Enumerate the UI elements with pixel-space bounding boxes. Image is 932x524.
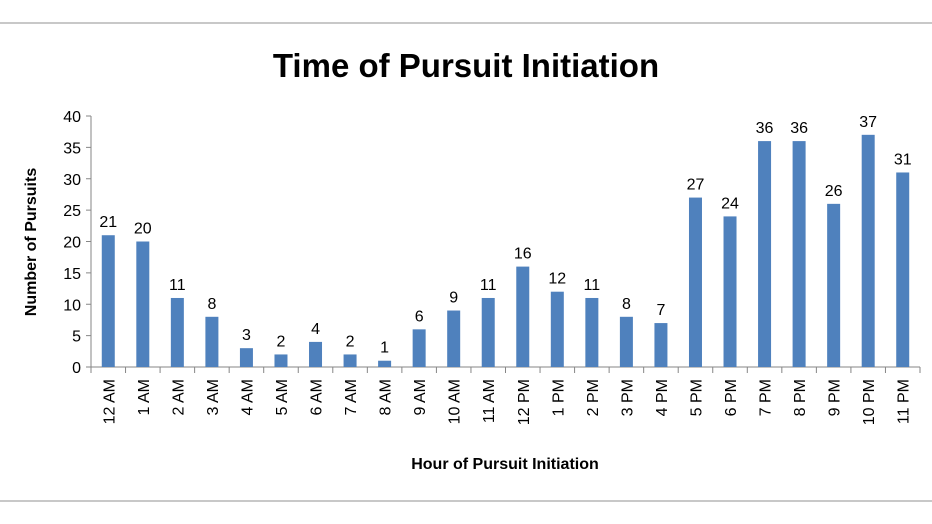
- x-tick-label: 10 PM: [861, 379, 878, 425]
- y-tick-label: 25: [63, 203, 81, 220]
- data-label: 16: [514, 246, 532, 263]
- y-axis-label: Number of Pursuits: [23, 168, 40, 317]
- bar: [861, 134, 875, 367]
- bar: [723, 216, 737, 367]
- y-tick-label: 30: [63, 172, 81, 189]
- x-tick-label: 3 PM: [619, 379, 636, 416]
- chart-title: Time of Pursuit Initiation: [273, 47, 659, 84]
- data-label: 11: [584, 277, 601, 294]
- bar: [378, 360, 392, 367]
- x-tick-labels: 12 AM 1 AM 2 AM 3 AM 4 AM 5 AM 6 AM 7 AM 8 AM 9 A…: [90, 367, 921, 425]
- data-label: 36: [756, 120, 774, 137]
- data-label: 37: [859, 114, 877, 131]
- data-label: 7: [656, 302, 665, 319]
- x-tick-label: 8 AM: [378, 379, 395, 415]
- bar: [343, 354, 357, 367]
- data-label: 6: [415, 308, 424, 325]
- bar: [239, 348, 253, 367]
- data-label: 11: [169, 277, 186, 294]
- bar: [309, 341, 323, 367]
- y-tick-label: 40: [63, 109, 81, 126]
- data-label: 2: [277, 333, 286, 350]
- x-tick-label: 7 AM: [343, 379, 360, 415]
- x-tick-label: 9 PM: [827, 379, 844, 416]
- x-tick-label: 11 PM: [896, 379, 913, 424]
- bar: [619, 316, 633, 367]
- x-tick-label: 6 PM: [723, 379, 740, 416]
- x-tick-label: 3 AM: [205, 379, 222, 415]
- data-label: 21: [99, 214, 117, 231]
- y-tick-label: 35: [63, 140, 81, 157]
- bar: [827, 203, 841, 367]
- x-tick-label: 7 PM: [758, 379, 775, 416]
- data-label: 8: [622, 296, 631, 313]
- x-tick-label: 12 PM: [516, 379, 533, 425]
- bar: [412, 329, 426, 367]
- y-tick-label: 5: [72, 329, 81, 346]
- bar: [170, 297, 184, 367]
- x-tick-label: 9 AM: [412, 379, 429, 415]
- data-label: 27: [687, 177, 705, 194]
- x-tick-label: 12 AM: [101, 379, 118, 424]
- bottom-divider: [0, 500, 932, 502]
- bar: [550, 291, 564, 367]
- data-label: 2: [346, 333, 355, 350]
- data-label: 26: [825, 183, 843, 200]
- bar: [447, 310, 461, 367]
- x-axis-label: Hour of Pursuit Initiation: [411, 456, 599, 473]
- bar: [758, 141, 772, 367]
- x-tick-label: 1 PM: [550, 379, 567, 416]
- data-label: 24: [721, 195, 739, 212]
- y-tick-label: 20: [63, 235, 81, 252]
- data-label: 4: [311, 321, 320, 338]
- data-label: 11: [480, 277, 497, 294]
- data-label: 36: [790, 120, 808, 137]
- y-ticks: 0 5 10 15 20 25 30 35 40: [63, 109, 91, 377]
- y-tick-label: 10: [63, 297, 81, 314]
- bar: [585, 297, 599, 367]
- bar: [896, 172, 910, 367]
- x-tick-label: 11 AM: [481, 379, 498, 423]
- bar: [516, 266, 530, 367]
- bar: [205, 316, 219, 367]
- x-tick-label: 4 PM: [654, 379, 671, 416]
- data-label: 20: [134, 221, 152, 238]
- top-divider: [0, 22, 932, 24]
- x-tick-label: 5 AM: [274, 379, 291, 415]
- bar: [688, 197, 702, 367]
- data-label: 8: [207, 296, 216, 313]
- data-label: 3: [242, 327, 251, 344]
- x-tick-label: 4 AM: [239, 379, 256, 415]
- x-tick-label: 8 PM: [792, 379, 809, 416]
- y-tick-label: 0: [72, 360, 81, 377]
- x-tick-label: 5 PM: [688, 379, 705, 416]
- data-label: 12: [548, 271, 566, 288]
- bar: [792, 141, 806, 367]
- data-label: 31: [894, 151, 912, 168]
- x-tick-label: 6 AM: [309, 379, 326, 415]
- bar: [481, 297, 495, 367]
- y-tick-label: 15: [63, 266, 81, 283]
- x-tick-label: 10 AM: [447, 379, 464, 424]
- x-tick-label: 1 AM: [136, 379, 153, 415]
- x-tick-label: 2 PM: [585, 379, 602, 416]
- x-tick-label: 2 AM: [170, 379, 187, 415]
- bar: [654, 323, 668, 367]
- bar: [136, 241, 150, 367]
- bar: [274, 354, 288, 367]
- data-label: 1: [380, 340, 389, 357]
- data-label: 9: [449, 290, 458, 307]
- bar: [101, 235, 115, 367]
